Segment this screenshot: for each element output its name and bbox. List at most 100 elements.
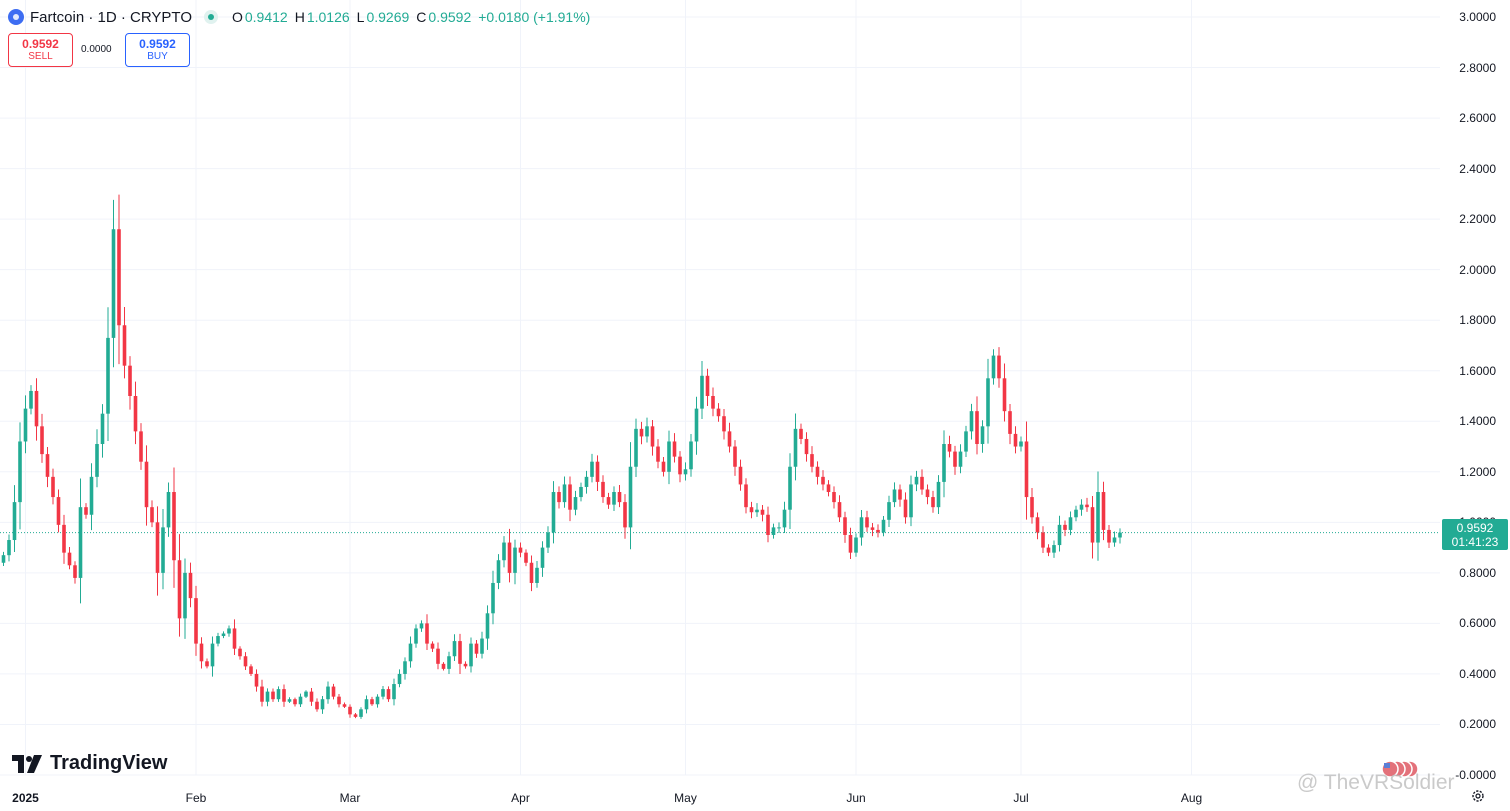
candle-body bbox=[854, 537, 858, 553]
symbol-title[interactable]: Fartcoin · 1D · CRYPTO bbox=[30, 8, 192, 26]
candle-body bbox=[837, 502, 842, 518]
candle bbox=[260, 679, 264, 707]
candle-body bbox=[304, 691, 308, 697]
candle bbox=[161, 508, 165, 590]
candle bbox=[342, 702, 347, 709]
candle bbox=[67, 546, 72, 570]
sell-button[interactable]: 0.9592 SELL bbox=[8, 33, 73, 67]
candle-body bbox=[298, 696, 303, 705]
candle bbox=[810, 446, 814, 473]
candle bbox=[755, 503, 759, 517]
candle bbox=[546, 526, 550, 554]
low-value: 0.9269 bbox=[366, 9, 410, 25]
y-tick-label: 1.6000 bbox=[1459, 363, 1496, 378]
candle bbox=[359, 707, 363, 719]
candle-body bbox=[265, 691, 270, 702]
candle bbox=[678, 451, 682, 483]
candle bbox=[656, 439, 660, 469]
candle-body bbox=[282, 689, 286, 702]
candle bbox=[617, 484, 622, 508]
candle bbox=[1090, 496, 1095, 559]
candle-body bbox=[469, 643, 473, 667]
market-status-icon[interactable] bbox=[203, 10, 218, 24]
candle bbox=[155, 506, 160, 596]
candle bbox=[953, 445, 957, 475]
candle-body bbox=[782, 509, 787, 528]
candle bbox=[738, 459, 743, 491]
candle-body bbox=[1019, 441, 1023, 447]
candle-body bbox=[100, 413, 105, 445]
x-tick-label: May bbox=[674, 791, 697, 805]
candle-body bbox=[106, 337, 110, 414]
candle-body bbox=[414, 628, 418, 644]
candle bbox=[414, 624, 418, 648]
candle-body bbox=[84, 507, 88, 515]
candle bbox=[760, 505, 765, 522]
candle bbox=[1002, 363, 1007, 422]
candle bbox=[931, 490, 935, 513]
candle bbox=[1068, 511, 1073, 536]
close-value: 0.9592 bbox=[428, 9, 472, 25]
candle bbox=[727, 422, 732, 453]
high-value: 1.0126 bbox=[306, 9, 350, 25]
candle bbox=[452, 634, 457, 662]
candle bbox=[150, 500, 154, 528]
buy-button[interactable]: 0.9592 BUY bbox=[125, 33, 190, 67]
candle bbox=[100, 404, 105, 458]
sell-price: 0.9592 bbox=[22, 37, 59, 51]
candle-body bbox=[843, 517, 847, 535]
candle-body bbox=[1096, 492, 1100, 543]
candle-body bbox=[540, 547, 545, 568]
candle bbox=[551, 481, 556, 544]
candle bbox=[276, 686, 281, 702]
x-tick-label: Apr bbox=[511, 791, 530, 805]
candle-body bbox=[232, 628, 237, 649]
candle bbox=[529, 555, 534, 592]
candle-body bbox=[705, 375, 710, 396]
candle bbox=[254, 669, 259, 692]
candle-body bbox=[810, 454, 814, 467]
candle bbox=[579, 482, 583, 502]
candle-body bbox=[144, 461, 149, 508]
flags-icon bbox=[1381, 760, 1419, 778]
candle bbox=[689, 433, 693, 477]
candle-body bbox=[474, 643, 479, 654]
buy-label: BUY bbox=[147, 51, 168, 62]
candle-body bbox=[771, 527, 776, 535]
tradingview-logo[interactable]: TradingView bbox=[12, 752, 167, 775]
bar-countdown: 01:41:23 bbox=[1451, 534, 1499, 549]
candle bbox=[507, 528, 512, 583]
candle bbox=[936, 475, 941, 514]
candle-body bbox=[491, 582, 495, 614]
candle bbox=[408, 636, 413, 668]
candle bbox=[1079, 499, 1084, 516]
chart-legend: Fartcoin · 1D · CRYPTO O 0.9412 H 1.0126 L… bbox=[8, 6, 597, 28]
candle bbox=[111, 199, 116, 368]
candle-body bbox=[727, 431, 732, 447]
candle-body bbox=[628, 466, 633, 528]
settings-gear-icon[interactable] bbox=[1471, 789, 1485, 803]
candle bbox=[62, 514, 66, 564]
candle-body bbox=[799, 428, 803, 439]
candle bbox=[573, 490, 578, 516]
candle-body bbox=[645, 426, 649, 437]
candle bbox=[502, 536, 506, 568]
candle bbox=[320, 696, 325, 714]
candle bbox=[777, 522, 781, 533]
candle-body bbox=[931, 497, 935, 508]
candle-body bbox=[991, 355, 996, 379]
candle bbox=[766, 506, 770, 543]
candle-body bbox=[1079, 504, 1084, 510]
candle bbox=[711, 387, 715, 417]
candle bbox=[793, 413, 798, 481]
y-tick-label: 2.6000 bbox=[1459, 111, 1496, 126]
candle-body bbox=[496, 560, 501, 583]
candle-body bbox=[579, 486, 583, 498]
sell-label: SELL bbox=[28, 51, 53, 62]
x-tick-label: Jul bbox=[1013, 791, 1029, 805]
candle-body bbox=[67, 552, 72, 566]
candle bbox=[1112, 531, 1117, 547]
candle-body bbox=[1, 555, 6, 563]
candle-body bbox=[524, 552, 528, 563]
